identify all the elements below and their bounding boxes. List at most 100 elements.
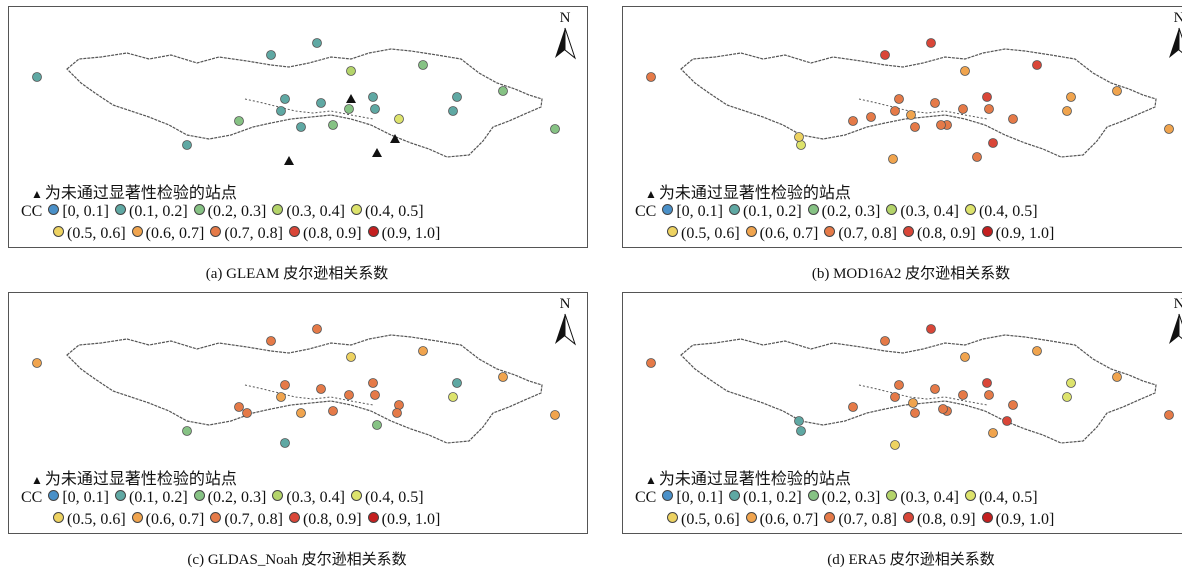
non-significant-station [284,156,294,165]
station-point [266,336,276,346]
north-arrow-icon [555,313,577,346]
legend-swatch [886,204,898,215]
legend-item: (0.6, 0.7] [745,511,818,529]
legend-item: (0.3, 0.4] [886,489,959,507]
station-point [930,384,940,394]
legend-item: (0.4, 0.5] [350,489,424,507]
station-point [452,92,462,102]
station-point [926,38,936,48]
legend-item: (0.7, 0.8] [210,225,283,243]
station-point [346,66,356,76]
basin-outline [680,334,1157,444]
legend-row-2: (0.5, 0.6] (0.6, 0.7] (0.7, 0.8] (0.8, 0.9]… [53,225,446,243]
legend-label: (0.3, 0.4] [286,489,345,506]
station-point [958,390,968,400]
legend-label: (0.8, 0.9] [916,511,976,528]
legend-label: (0.1, 0.2] [129,489,188,506]
station-point [880,336,890,346]
panel-caption: (c) GLDAS_Noah 皮尔逊相关系数 [187,552,407,568]
station-point [182,426,192,436]
legend-title: CC [635,489,657,506]
legend-label: (0.9, 1.0] [381,225,441,242]
legend-swatch [193,204,205,215]
station-point [796,426,806,436]
station-point [280,380,290,390]
significance-note: ▲ 为未通过显著性检验的站点 [645,185,851,202]
legend-label: (0.5, 0.6] [67,511,126,528]
legend-label: (0.4, 0.5] [978,489,1038,506]
inner-boundary [858,384,988,406]
legend-swatch [981,512,993,523]
legend-swatch [272,490,284,501]
station-point [926,324,936,334]
legend-label: (0.2, 0.3] [821,203,881,220]
legend-label: (0.6, 0.7] [759,225,819,242]
legend-title: CC [21,203,43,220]
station-point [1062,392,1072,402]
legend-label: (0.3, 0.4] [900,489,959,506]
north-label: N [559,296,571,312]
legend-item: [0, 0.1] [48,489,109,507]
significance-note: ▲ 为未通过显著性检验的站点 [31,185,237,202]
station-point [312,324,322,334]
legend-swatch [288,226,300,237]
legend-item: (0.3, 0.4] [272,489,345,507]
station-point [276,106,286,116]
legend-item: (0.8, 0.9] [902,511,976,529]
station-point [234,116,244,126]
station-point [988,428,998,438]
station-point [280,438,290,448]
legend-swatch [662,490,674,501]
legend-swatch [745,512,757,523]
basin-outline [66,48,543,158]
station-point [242,408,252,418]
legend-swatch [807,490,819,501]
legend-item: [0, 0.1] [662,489,723,507]
legend-swatch [729,204,740,215]
station-point [910,408,920,418]
legend-item: (0.7, 0.8] [824,225,897,243]
legend-item: (0.3, 0.4] [886,203,959,221]
station-point [448,392,458,402]
station-point [550,410,560,420]
legend-swatch [131,226,143,237]
triangle-icon: ▲ [645,473,657,487]
station-point [794,416,804,426]
legend-item: (0.6, 0.7] [745,225,819,243]
station-point [276,392,286,402]
legend-item: (0.4, 0.5] [964,489,1038,507]
station-point [894,94,904,104]
legend-item: (0.2, 0.3] [807,203,881,221]
station-point [1032,60,1042,70]
station-point [960,352,970,362]
legend-swatch [272,204,284,215]
panel-caption: (b) MOD16A2 皮尔逊相关系数 [811,266,1011,282]
station-point [866,112,876,122]
legend-item: (0.7, 0.8] [210,511,283,529]
legend-item: (0.8, 0.9] [288,511,362,529]
legend-swatch [729,490,740,501]
north-arrow-icon [1169,313,1182,344]
legend-item: (0.1, 0.2] [115,489,188,507]
station-point [890,392,900,402]
station-point [890,440,900,450]
station-point [1008,400,1018,410]
legend-item: (0.1, 0.2] [729,203,802,221]
basin-boundary [680,48,1157,158]
legend-row-1: CC [0, 0.1] (0.1, 0.2] (0.2, 0.3] (0.3, 0.4]… [21,489,430,507]
legend-label: [0, 0.1] [62,203,109,220]
legend-item: (0.5, 0.6] [667,511,740,529]
legend-swatch [367,512,379,523]
legend-label: (0.7, 0.8] [224,511,283,528]
legend-item: (0.9, 1.0] [367,511,441,529]
station-point [392,408,402,418]
station-point [796,140,806,150]
station-point [182,140,192,150]
legend-swatch [210,512,222,523]
legend-swatch [210,226,222,237]
legend-label: (0.9, 1.0] [381,511,441,528]
north-arrow-icon [1169,27,1182,58]
legend-swatch [964,204,976,215]
station-point [452,378,462,388]
legend-row-2: (0.5, 0.6] (0.6, 0.7] (0.7, 0.8] (0.8, 0.9]… [667,511,1060,529]
